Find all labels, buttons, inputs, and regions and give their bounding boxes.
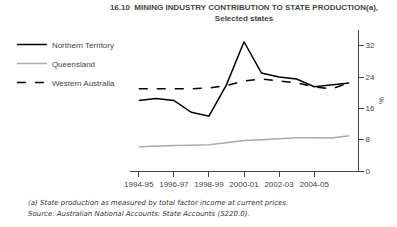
svg-text:%: % — [377, 97, 386, 104]
svg-text:2002-03: 2002-03 — [264, 180, 294, 189]
svg-text:1998-99: 1998-99 — [194, 180, 224, 189]
svg-text:Source: Australian National Ac: Source: Australian National Accounts: St… — [28, 210, 250, 218]
svg-text:2000-01: 2000-01 — [229, 180, 259, 189]
svg-text:24: 24 — [366, 73, 375, 82]
svg-text:1996-97: 1996-97 — [159, 180, 189, 189]
svg-text:16.10 MINING INDUSTRY CONTRIB: 16.10 MINING INDUSTRY CONTRIBUTION TO ST… — [110, 3, 378, 22]
svg-text:(a) State production as measur: (a) State production as measured by tota… — [28, 199, 288, 207]
svg-text:16: 16 — [366, 104, 375, 113]
svg-text:1994-95: 1994-95 — [124, 180, 154, 189]
svg-text:Western Australia: Western Australia — [52, 79, 115, 88]
svg-text:Queensland: Queensland — [52, 60, 95, 69]
svg-text:0: 0 — [366, 167, 371, 176]
svg-text:8: 8 — [366, 135, 371, 144]
svg-text:Northern Territory: Northern Territory — [52, 41, 114, 50]
svg-text:2004-05: 2004-05 — [299, 180, 329, 189]
svg-text:32: 32 — [366, 41, 375, 50]
